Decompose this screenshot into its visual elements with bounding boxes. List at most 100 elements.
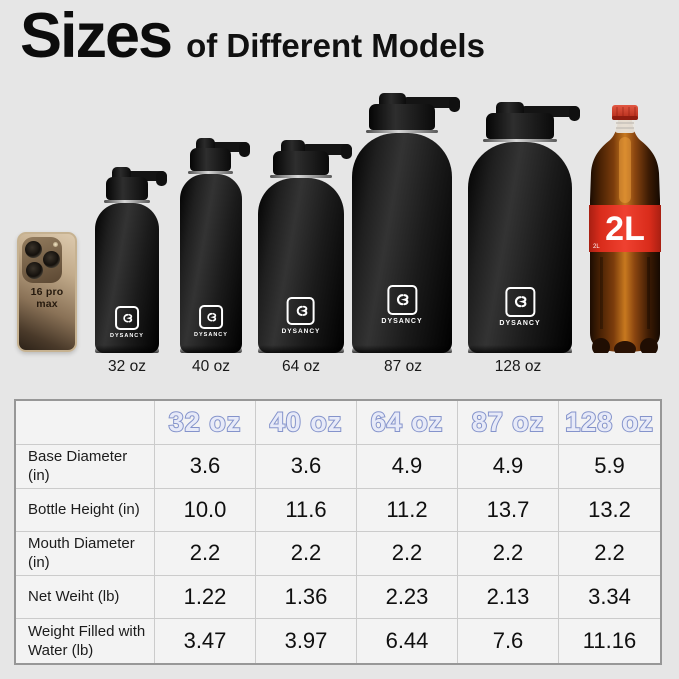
column-header-128oz: 128 oz (559, 401, 660, 445)
brand-name-text: DYSANCY (281, 328, 321, 335)
phone-camera-module (22, 237, 62, 283)
cap-handle (126, 171, 167, 186)
cola-volume-side-label: 2L (593, 244, 600, 250)
cap-handle (210, 142, 250, 157)
table-value: 5.9 (559, 445, 660, 489)
table-value: 7.6 (458, 619, 559, 663)
camera-lens-icon (25, 241, 42, 258)
table-value: 3.97 (256, 619, 357, 663)
spec-comparison-table: 32 oz 40 oz 64 oz 87 oz 128 oz Base Diam… (14, 399, 662, 665)
table-value: 11.16 (582, 628, 637, 654)
bottle-size-label-32oz: 32 oz (108, 358, 146, 375)
camera-lens-icon (26, 262, 43, 279)
brand-logo-block: DYSANCY (381, 285, 422, 325)
table-value: 3.6 (155, 445, 256, 489)
brand-logo-block: DYSANCY (499, 287, 540, 327)
brand-logo-block: DYSANCY (194, 305, 228, 338)
bottle-size-label-64oz: 64 oz (282, 358, 320, 375)
column-header-87oz: 87 oz (458, 401, 559, 445)
table-value: 2.2 (357, 532, 458, 576)
brand-name-text: DYSANCY (381, 318, 423, 325)
neck-ring (366, 130, 438, 133)
bottle-size-label-40oz: 40 oz (192, 358, 230, 375)
brand-name-text: DYSANCY (499, 320, 541, 327)
bottle-size-label-128oz: 128 oz (494, 358, 542, 375)
brand-name-text: DYSANCY (194, 332, 228, 338)
table-value: 11.2 (357, 488, 458, 533)
dysancy-logo-mark-icon (296, 305, 307, 317)
dysancy-logo-mark-icon (123, 313, 132, 323)
dysancy-logo-icon (115, 306, 139, 330)
bottle-40oz: DYSANCY (180, 138, 250, 353)
column-header-40oz: 40 oz (256, 401, 357, 445)
bottle-cap (106, 177, 148, 200)
camera-flash-icon (53, 242, 58, 247)
table-value: 2.2 (559, 532, 660, 576)
table-value: 11.6 (256, 488, 357, 533)
table-value: 2.2 (458, 532, 559, 576)
dysancy-logo-icon (199, 305, 223, 329)
table-value: 6.44 (357, 619, 458, 663)
cap-handle (301, 144, 352, 159)
table-value: 1.22 (155, 575, 256, 620)
phone-model-label: 16 pro max (30, 286, 64, 310)
cola-volume-label: 2L (605, 210, 645, 248)
bottle-87oz: DYSANCY (352, 93, 460, 353)
cola-bottle-scale-reference: 2L 2L (588, 105, 662, 357)
dysancy-logo-icon (504, 287, 535, 317)
cola-bottle-illustration: 2L 2L (589, 105, 661, 357)
table-value: 2.13 (458, 575, 559, 620)
neck-ring (188, 171, 233, 174)
neck-ring (104, 200, 150, 203)
neck-ring (483, 139, 557, 142)
row-label-net-weight: Net Weiht (lb) (16, 575, 155, 620)
table-value: 2.23 (357, 575, 458, 620)
table-corner-cell (16, 401, 155, 445)
row-label-bottle-height: Bottle Height (in) (16, 488, 155, 533)
table-value: 13.7 (458, 488, 559, 533)
column-header-32oz: 32 oz (155, 401, 256, 445)
cap-handle (402, 97, 460, 112)
bottle-128oz: DYSANCY (468, 102, 580, 353)
bottle-64oz: DYSANCY (258, 140, 352, 353)
table-value: 10.0 (155, 488, 256, 533)
column-header-64oz: 64 oz (357, 401, 458, 445)
row-label-base-diameter: Base Diameter (in) (16, 445, 155, 489)
bottle-cap (273, 151, 329, 175)
table-value: 2.2 (256, 532, 357, 576)
table-value: 1.36 (256, 575, 357, 620)
bottle-body (180, 174, 242, 353)
bottle-body (352, 133, 452, 353)
bottle-cap (190, 148, 231, 171)
neck-ring (270, 175, 332, 178)
brand-name-text: DYSANCY (110, 333, 144, 339)
dysancy-logo-mark-icon (396, 294, 409, 306)
dysancy-logo-icon (286, 297, 315, 325)
title-main: Sizes (20, 1, 173, 71)
table-value: 4.9 (458, 445, 559, 489)
row-label-mouth-diameter: Mouth Diameter (in) (16, 532, 155, 576)
dysancy-logo-mark-icon (207, 312, 216, 322)
iphone-scale-reference: 16 pro max (17, 232, 77, 352)
brand-logo-block: DYSANCY (110, 306, 144, 339)
brand-logo-block: DYSANCY (282, 297, 321, 335)
row-label-filled-weight: Weight Filled with Water (lb) (16, 619, 155, 663)
table-value: 3.47 (155, 619, 256, 663)
cap-handle (520, 106, 580, 121)
table-value: 3.34 (559, 576, 660, 620)
table-value: 13.2 (559, 489, 660, 533)
dysancy-logo-icon (386, 285, 417, 315)
title-subtitle: of Different Models (186, 27, 485, 64)
dysancy-logo-mark-icon (514, 296, 527, 308)
bottle-size-label-87oz: 87 oz (384, 358, 422, 375)
bottle-32oz: DYSANCY (95, 167, 167, 353)
page-title: Sizes of Different Models (20, 0, 485, 72)
table-value: 4.9 (357, 445, 458, 489)
table-value: 2.2 (155, 532, 256, 576)
camera-lens-icon (43, 251, 60, 268)
bottle-cap (369, 104, 435, 130)
bottle-cap (486, 113, 554, 139)
bottle-body (468, 142, 572, 353)
table-value: 3.6 (256, 445, 357, 489)
